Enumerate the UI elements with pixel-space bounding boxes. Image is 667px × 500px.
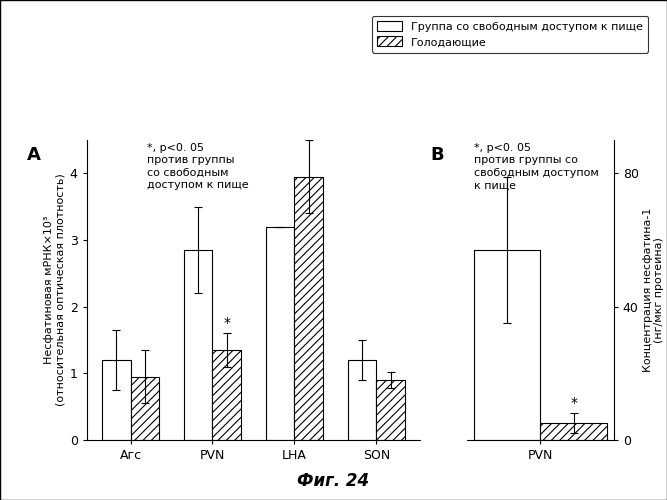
Bar (294, 176, 323, 440)
Bar (265, 226, 294, 440)
Text: *: * (570, 396, 577, 410)
Bar (184, 250, 213, 440)
Bar (213, 350, 241, 440)
Text: *, p<0. 05
против группы
со свободным
доступом к пище: *, p<0. 05 против группы со свободным до… (147, 143, 248, 190)
Bar (376, 380, 405, 440)
Text: Фиг. 24: Фиг. 24 (297, 472, 370, 490)
Bar (102, 360, 131, 440)
Y-axis label: Концентрация несфатина-1
(нг/мкг протеина): Концентрация несфатина-1 (нг/мкг протеин… (643, 208, 664, 372)
Text: *: * (223, 316, 230, 330)
Bar (540, 424, 607, 440)
Y-axis label: Несфатиновая мРНК×10³
(относительная оптическая плотность): Несфатиновая мРНК×10³ (относительная опт… (44, 174, 65, 406)
Bar (348, 360, 376, 440)
Text: *, p<0. 05
против группы со
свободным доступом
к пище: *, p<0. 05 против группы со свободным до… (474, 143, 599, 190)
Text: B: B (430, 146, 444, 164)
Bar (131, 376, 159, 440)
Text: A: A (27, 146, 41, 164)
Legend: Группа со свободным доступом к пище, Голодающие: Группа со свободным доступом к пище, Гол… (372, 16, 648, 52)
Bar (474, 250, 540, 440)
